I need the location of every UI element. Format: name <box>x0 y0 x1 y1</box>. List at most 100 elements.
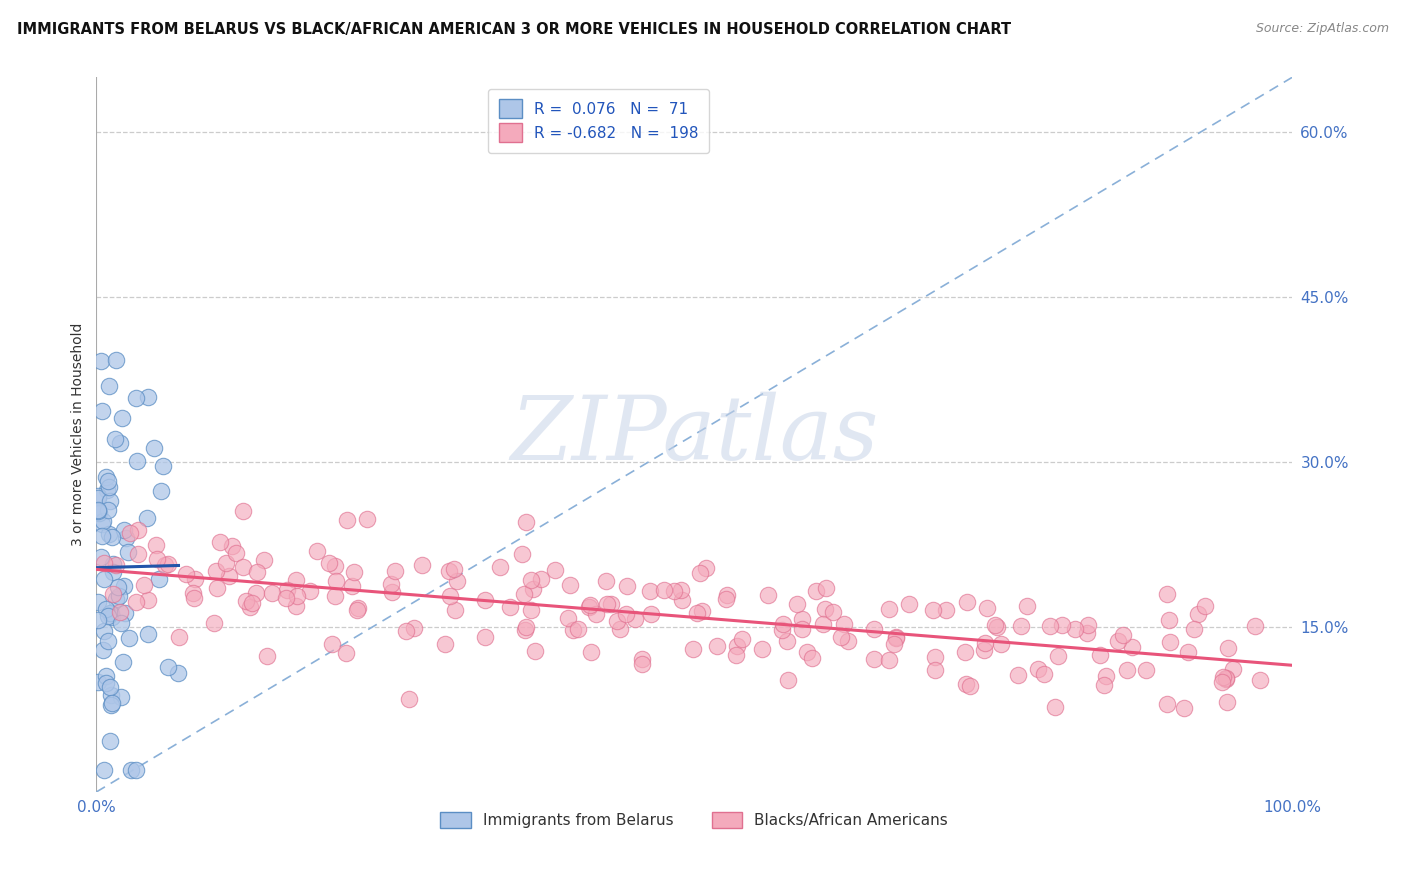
Point <box>276 583 298 598</box>
Point <box>97 378 120 392</box>
Point <box>232 559 254 574</box>
Point <box>1212 670 1234 684</box>
Point <box>474 592 496 607</box>
Point <box>167 630 190 644</box>
Point <box>97 503 120 517</box>
Point <box>515 516 537 530</box>
Point <box>1121 640 1143 654</box>
Point <box>631 657 654 671</box>
Point <box>814 582 837 596</box>
Point <box>976 601 998 615</box>
Point <box>724 648 747 662</box>
Point <box>1157 613 1180 627</box>
Point <box>152 458 174 473</box>
Point <box>630 652 652 666</box>
Point <box>285 589 308 603</box>
Point <box>832 617 855 632</box>
Point <box>974 636 997 650</box>
Point <box>775 633 797 648</box>
Text: ZIPatlas: ZIPatlas <box>510 392 879 478</box>
Point <box>110 616 132 631</box>
Point <box>664 584 686 599</box>
Point <box>380 577 402 591</box>
Point <box>347 601 370 615</box>
Point <box>567 622 589 636</box>
Point <box>93 556 115 570</box>
Point <box>1033 667 1056 681</box>
Point <box>395 624 418 638</box>
Point <box>562 623 585 637</box>
Point <box>522 582 544 596</box>
Point <box>321 637 343 651</box>
Point <box>127 524 149 538</box>
Point <box>446 574 468 588</box>
Point <box>692 604 714 618</box>
Point <box>1244 618 1267 632</box>
Point <box>1194 599 1216 613</box>
Point <box>183 591 205 606</box>
Point <box>335 513 357 527</box>
Point <box>671 593 693 607</box>
Point <box>1092 678 1115 692</box>
Point <box>91 643 114 657</box>
Point <box>558 578 581 592</box>
Point <box>97 634 120 648</box>
Point <box>990 637 1012 651</box>
Point <box>101 587 124 601</box>
Point <box>830 630 852 644</box>
Point <box>101 696 124 710</box>
Point <box>973 643 995 657</box>
Point <box>111 410 134 425</box>
Point <box>235 594 257 608</box>
Point <box>101 610 124 624</box>
Point <box>544 563 567 577</box>
Point <box>305 543 328 558</box>
Point <box>127 547 149 561</box>
Point <box>146 551 169 566</box>
Point <box>101 530 124 544</box>
Point <box>837 634 859 648</box>
Point <box>87 503 110 517</box>
Point <box>98 606 121 620</box>
Point <box>1107 634 1129 648</box>
Point <box>1039 619 1062 633</box>
Point <box>93 572 115 586</box>
Point <box>101 558 124 572</box>
Point <box>695 560 717 574</box>
Point <box>239 599 262 614</box>
Point <box>356 512 378 526</box>
Point <box>984 618 1007 632</box>
Point <box>725 639 748 653</box>
Point <box>596 597 619 611</box>
Point <box>520 603 543 617</box>
Point <box>112 579 135 593</box>
Point <box>706 639 728 653</box>
Point <box>1177 645 1199 659</box>
Point <box>578 600 600 615</box>
Point <box>120 763 142 777</box>
Point <box>225 546 247 560</box>
Point <box>959 679 981 693</box>
Point <box>640 607 662 622</box>
Point <box>813 616 835 631</box>
Point <box>786 597 808 611</box>
Point <box>823 605 845 619</box>
Point <box>124 763 146 777</box>
Point <box>579 645 602 659</box>
Point <box>167 665 190 680</box>
Point <box>1007 667 1029 681</box>
Point <box>240 597 263 611</box>
Point <box>114 606 136 620</box>
Point <box>87 595 110 609</box>
Point <box>595 574 617 588</box>
Point <box>772 616 794 631</box>
Point <box>1249 673 1271 687</box>
Point <box>105 591 128 606</box>
Point <box>863 622 886 636</box>
Point <box>474 630 496 644</box>
Point <box>1064 622 1087 636</box>
Point <box>1028 662 1050 676</box>
Point <box>488 560 510 574</box>
Point <box>136 593 159 607</box>
Point <box>1215 672 1237 686</box>
